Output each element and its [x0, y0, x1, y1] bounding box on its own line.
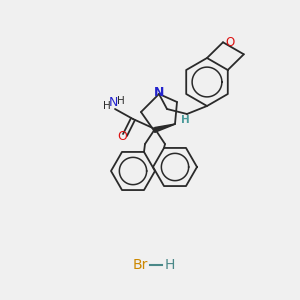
Text: Br: Br: [133, 258, 148, 272]
Text: O: O: [117, 130, 127, 142]
Text: H: H: [165, 258, 175, 272]
Text: N: N: [154, 86, 164, 100]
Text: O: O: [225, 36, 234, 49]
Text: H: H: [103, 101, 111, 111]
Text: N: N: [108, 97, 118, 110]
Polygon shape: [154, 124, 175, 130]
Text: H: H: [181, 115, 190, 125]
Text: H: H: [117, 96, 125, 106]
